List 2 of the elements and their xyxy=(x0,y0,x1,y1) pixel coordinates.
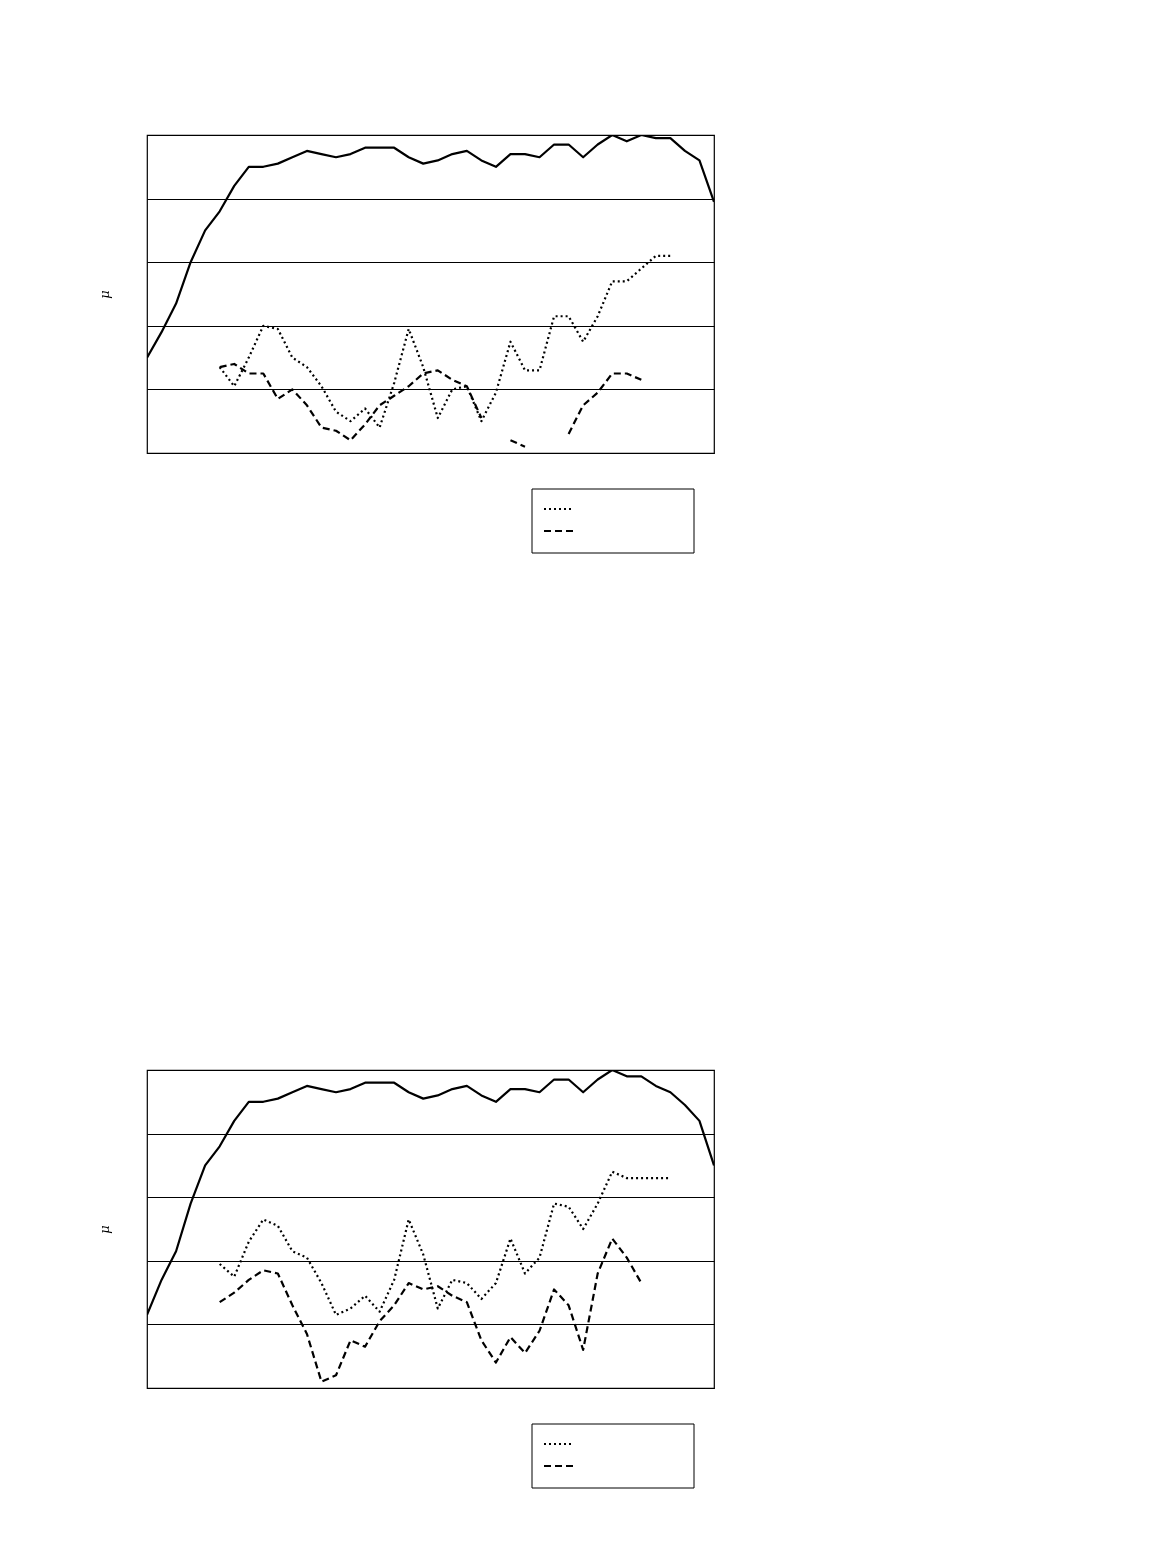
y-axis-title: μ xyxy=(96,290,112,299)
y-axis-title: μ xyxy=(96,1225,112,1234)
